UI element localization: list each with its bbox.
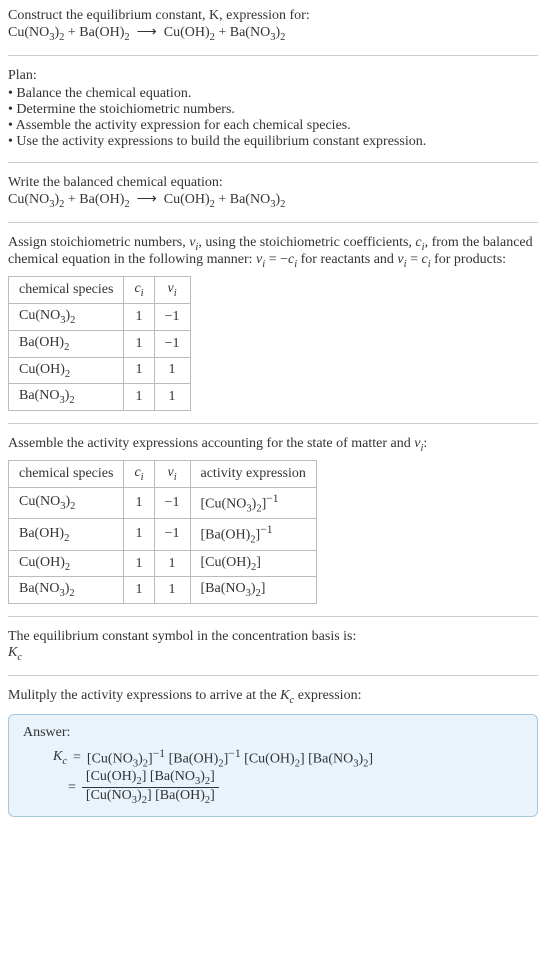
table-row: Cu(OH)2 1 1 bbox=[9, 357, 191, 384]
col-header: chemical species bbox=[9, 277, 124, 304]
cell-species: Ba(OH)2 bbox=[9, 330, 124, 357]
balanced-heading: Write the balanced chemical equation: bbox=[8, 175, 538, 191]
stoich-section: Assign stoichiometric numbers, νi, using… bbox=[8, 235, 538, 412]
stoich-intro: Assign stoichiometric numbers, νi, using… bbox=[8, 235, 538, 271]
activity-intro: Assemble the activity expressions accoun… bbox=[8, 436, 538, 454]
table-header-row: chemical species ci νi bbox=[9, 277, 191, 304]
col-header: ci bbox=[124, 277, 154, 304]
cell-vi: −1 bbox=[154, 303, 190, 330]
cell-ci: 1 bbox=[124, 330, 154, 357]
divider bbox=[8, 675, 538, 676]
plan-heading: Plan: bbox=[8, 68, 538, 84]
col-header: ci bbox=[124, 460, 154, 487]
answer-line1: Kc = [Cu(NO3)2]−1 [Ba(OH)2]−1 [Cu(OH)2] … bbox=[53, 747, 523, 769]
cell-expr: [Ba(OH)2]−1 bbox=[190, 519, 316, 550]
table-row: Cu(OH)2 1 1 [Cu(OH)2] bbox=[9, 550, 317, 577]
plan-item: Use the activity expressions to build th… bbox=[8, 134, 538, 150]
answer-line2: = [Cu(OH)2] [Ba(NO3)2] [Cu(NO3)2] [Ba(OH… bbox=[53, 769, 523, 806]
cell-species: Cu(NO3)2 bbox=[9, 487, 124, 518]
activity-table: chemical species ci νi activity expressi… bbox=[8, 460, 317, 604]
balanced-equation: Cu(NO3)2 + Ba(OH)2 ⟶ Cu(OH)2 + Ba(NO3)2 bbox=[8, 191, 538, 210]
cell-vi: −1 bbox=[154, 519, 190, 550]
divider bbox=[8, 423, 538, 424]
table-row: Cu(NO3)2 1 −1 bbox=[9, 303, 191, 330]
divider bbox=[8, 55, 538, 56]
equals: = bbox=[68, 780, 76, 796]
frac-den: [Cu(NO3)2] [Ba(OH)2] bbox=[82, 788, 219, 806]
cell-ci: 1 bbox=[124, 487, 154, 518]
cell-vi: −1 bbox=[154, 487, 190, 518]
cell-species: Cu(NO3)2 bbox=[9, 303, 124, 330]
table-row: Ba(NO3)2 1 1 [Ba(NO3)2] bbox=[9, 577, 317, 604]
symbol-section: The equilibrium constant symbol in the c… bbox=[8, 629, 538, 663]
intro-section: Construct the equilibrium constant, K, e… bbox=[8, 8, 538, 43]
table-header-row: chemical species ci νi activity expressi… bbox=[9, 460, 317, 487]
plan-item: Assemble the activity expression for eac… bbox=[8, 118, 538, 134]
cell-expr: [Cu(OH)2] bbox=[190, 550, 316, 577]
answer-body: Kc = [Cu(NO3)2]−1 [Ba(OH)2]−1 [Cu(OH)2] … bbox=[23, 747, 523, 806]
table-row: Cu(NO3)2 1 −1 [Cu(NO3)2]−1 bbox=[9, 487, 317, 518]
plan-section: Plan: Balance the chemical equation. Det… bbox=[8, 68, 538, 150]
cell-ci: 1 bbox=[124, 519, 154, 550]
cell-species: Ba(NO3)2 bbox=[9, 384, 124, 411]
col-header: νi bbox=[154, 460, 190, 487]
cell-ci: 1 bbox=[124, 384, 154, 411]
balanced-section: Write the balanced chemical equation: Cu… bbox=[8, 175, 538, 210]
equals: = bbox=[73, 750, 81, 766]
table-row: Ba(NO3)2 1 1 bbox=[9, 384, 191, 411]
cell-ci: 1 bbox=[124, 550, 154, 577]
cell-vi: 1 bbox=[154, 577, 190, 604]
cell-species: Ba(NO3)2 bbox=[9, 577, 124, 604]
table-row: Ba(OH)2 1 −1 [Ba(OH)2]−1 bbox=[9, 519, 317, 550]
cell-vi: −1 bbox=[154, 330, 190, 357]
cell-vi: 1 bbox=[154, 384, 190, 411]
divider bbox=[8, 616, 538, 617]
answer-rhs1: [Cu(NO3)2]−1 [Ba(OH)2]−1 [Cu(OH)2] [Ba(N… bbox=[87, 747, 373, 769]
table-row: Ba(OH)2 1 −1 bbox=[9, 330, 191, 357]
answer-fraction: [Cu(OH)2] [Ba(NO3)2] [Cu(NO3)2] [Ba(OH)2… bbox=[82, 769, 219, 806]
answer-label: Answer: bbox=[23, 725, 523, 741]
plan-item: Balance the chemical equation. bbox=[8, 86, 538, 102]
plan-item: Determine the stoichiometric numbers. bbox=[8, 102, 538, 118]
col-header: chemical species bbox=[9, 460, 124, 487]
symbol-line: The equilibrium constant symbol in the c… bbox=[8, 629, 538, 645]
cell-ci: 1 bbox=[124, 303, 154, 330]
cell-vi: 1 bbox=[154, 550, 190, 577]
kc-symbol: Kc bbox=[53, 749, 67, 767]
multiply-section: Mulitply the activity expressions to arr… bbox=[8, 688, 538, 706]
multiply-line: Mulitply the activity expressions to arr… bbox=[8, 688, 538, 706]
cell-expr: [Ba(NO3)2] bbox=[190, 577, 316, 604]
cell-species: Cu(OH)2 bbox=[9, 550, 124, 577]
cell-expr: [Cu(NO3)2]−1 bbox=[190, 487, 316, 518]
intro-equation: Cu(NO3)2 + Ba(OH)2 ⟶ Cu(OH)2 + Ba(NO3)2 bbox=[8, 24, 538, 43]
col-header: activity expression bbox=[190, 460, 316, 487]
cell-vi: 1 bbox=[154, 357, 190, 384]
cell-ci: 1 bbox=[124, 357, 154, 384]
divider bbox=[8, 162, 538, 163]
symbol-kc: Kc bbox=[8, 645, 538, 663]
divider bbox=[8, 222, 538, 223]
activity-section: Assemble the activity expressions accoun… bbox=[8, 436, 538, 604]
cell-species: Cu(OH)2 bbox=[9, 357, 124, 384]
cell-ci: 1 bbox=[124, 577, 154, 604]
intro-line: Construct the equilibrium constant, K, e… bbox=[8, 8, 538, 24]
frac-num: [Cu(OH)2] [Ba(NO3)2] bbox=[82, 769, 219, 788]
cell-species: Ba(OH)2 bbox=[9, 519, 124, 550]
answer-box: Answer: Kc = [Cu(NO3)2]−1 [Ba(OH)2]−1 [C… bbox=[8, 714, 538, 817]
plan-list: Balance the chemical equation. Determine… bbox=[8, 86, 538, 150]
stoich-table: chemical species ci νi Cu(NO3)2 1 −1 Ba(… bbox=[8, 276, 191, 411]
col-header: νi bbox=[154, 277, 190, 304]
